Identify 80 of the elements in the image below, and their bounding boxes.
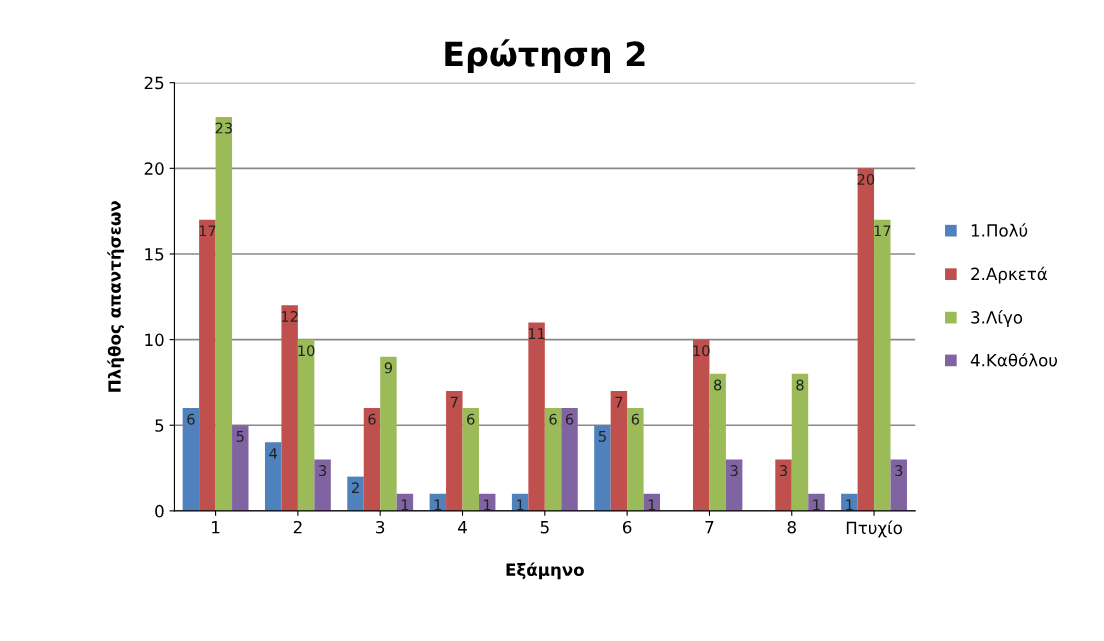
x-tick-label: 4	[458, 521, 467, 534]
x-tick-label: 6	[623, 520, 632, 534]
data-label: 8	[796, 379, 804, 391]
bar	[561, 408, 578, 511]
data-label: 5	[598, 431, 606, 442]
bar	[264, 442, 282, 511]
data-label: 1	[813, 499, 820, 511]
x-tick-label: 1	[212, 521, 220, 534]
bar	[363, 408, 381, 511]
x-tick-label: 2	[293, 520, 302, 534]
data-label: 6	[467, 413, 475, 425]
bar	[347, 476, 364, 511]
data-label: 1	[846, 499, 853, 511]
data-label: 1	[517, 499, 524, 511]
bar	[314, 459, 331, 511]
bar	[182, 408, 200, 511]
data-label: 12	[281, 310, 298, 322]
bar	[610, 390, 628, 511]
bar	[791, 373, 809, 511]
data-label: 3	[730, 465, 738, 477]
y-tick-label: 5	[155, 419, 164, 432]
bar	[544, 408, 562, 511]
bar	[297, 339, 315, 511]
data-label: 6	[368, 413, 376, 425]
data-label: 6	[565, 413, 574, 425]
bar	[841, 493, 858, 511]
x-axis-title: Εξάμηνο	[506, 562, 584, 580]
y-tick-label: 10	[145, 333, 164, 347]
data-label: 1	[484, 499, 491, 511]
x-tick-label: 3	[376, 520, 385, 534]
data-label: 9	[384, 362, 393, 374]
x-tick-label: 7	[705, 521, 714, 534]
data-label: 3	[779, 465, 787, 477]
data-label: 6	[187, 413, 195, 425]
data-label: 7	[615, 396, 623, 408]
bar	[709, 373, 726, 511]
data-label: 6	[631, 413, 640, 425]
data-label: 5	[236, 431, 244, 442]
data-label: 3	[895, 465, 903, 477]
data-label: 17	[874, 225, 891, 237]
y-tick-label: 25	[144, 76, 164, 90]
data-label: 8	[714, 379, 722, 391]
x-tick-label: 8	[787, 520, 796, 534]
data-label: 1	[434, 499, 442, 511]
legend-label: 4.Καθόλου	[970, 352, 1057, 367]
bar	[594, 425, 611, 511]
bar	[692, 339, 710, 511]
bar	[462, 408, 479, 511]
bar	[874, 219, 891, 511]
y-tick-label: 0	[155, 504, 164, 518]
data-label: 7	[450, 396, 458, 408]
data-label: 11	[528, 328, 545, 339]
bar	[446, 390, 463, 511]
legend-label: 1.Πολύ	[971, 223, 1028, 237]
x-tick-label: Πτυχίο	[846, 520, 902, 538]
bar	[808, 493, 825, 511]
data-label: 1	[401, 499, 409, 511]
y-tick-label: 20	[144, 162, 164, 175]
legend-label: 3.Λίγο	[971, 310, 1023, 327]
chart-title: Ερώτηση 2	[445, 39, 645, 73]
legend-label: 2.Αρκετά	[971, 266, 1047, 284]
data-label: 6	[549, 413, 557, 425]
data-label: 2	[351, 482, 359, 494]
bar	[215, 116, 233, 511]
bar	[232, 425, 249, 511]
bar	[281, 305, 298, 511]
x-tick-label: 5	[540, 521, 549, 534]
data-label: 3	[319, 465, 327, 477]
bar	[725, 459, 743, 511]
bar	[627, 408, 644, 511]
data-label: 4	[269, 448, 278, 459]
y-axis-title: Πλήθος απαντήσεων	[107, 201, 125, 392]
bar	[890, 459, 907, 511]
bar	[775, 459, 792, 511]
data-label: 1	[648, 499, 656, 511]
bar	[857, 168, 875, 511]
bar	[380, 356, 397, 511]
bar	[199, 219, 216, 511]
y-tick-label: 15	[145, 248, 164, 261]
bar	[528, 322, 545, 511]
